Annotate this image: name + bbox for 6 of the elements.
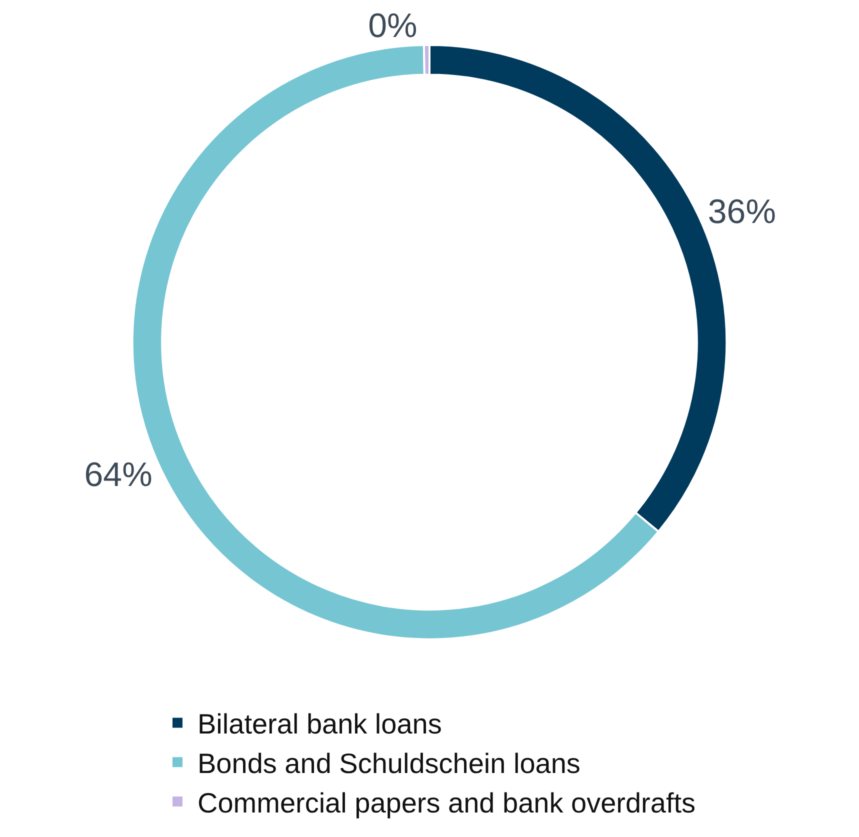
legend-label: Bonds and Schuldschein loans bbox=[198, 748, 580, 780]
data-label: 0% bbox=[368, 7, 418, 46]
legend-label: Commercial papers and bank overdrafts bbox=[198, 787, 696, 818]
legend-label: Bilateral bank loans bbox=[198, 708, 442, 740]
data-label: 64% bbox=[84, 456, 152, 494]
data-label: 36% bbox=[708, 193, 776, 232]
